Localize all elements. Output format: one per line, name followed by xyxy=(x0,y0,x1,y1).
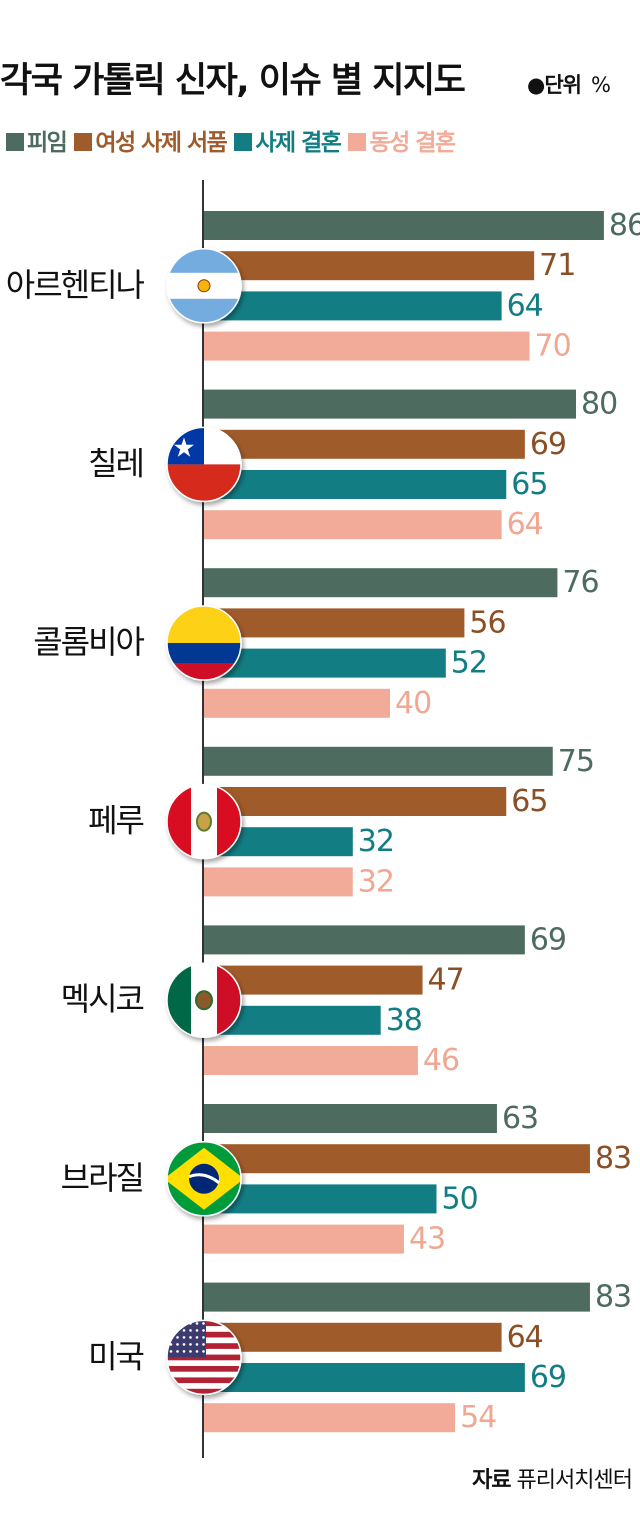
source-note: 자료 퓨리서치센터 xyxy=(472,1462,633,1494)
data-label: 38 xyxy=(386,1003,422,1038)
category-label: 칠레 xyxy=(88,444,143,482)
legend-label: 사제 결혼 xyxy=(255,130,342,156)
bar xyxy=(204,291,502,321)
data-label: 32 xyxy=(358,824,394,859)
bar xyxy=(204,648,446,678)
legend-item-contraception: 피임 xyxy=(6,123,68,157)
data-label: 80 xyxy=(581,387,617,422)
data-label: 69 xyxy=(530,922,566,957)
bar xyxy=(204,925,525,955)
data-label: 70 xyxy=(535,329,571,364)
legend-label: 여성 사제 서품 xyxy=(95,130,227,156)
data-label: 75 xyxy=(558,744,594,779)
data-label: 64 xyxy=(507,288,543,323)
legend-item-priest-marriage: 사제 결혼 xyxy=(234,123,342,157)
data-label: 40 xyxy=(395,686,431,721)
bar xyxy=(204,429,525,459)
bar xyxy=(204,389,576,419)
bar xyxy=(204,568,558,598)
data-label: 54 xyxy=(460,1400,496,1435)
source-label: 자료 xyxy=(472,1468,511,1493)
unit-text: ●단위 xyxy=(527,73,582,97)
bar xyxy=(204,510,502,540)
bar xyxy=(204,251,535,281)
bar xyxy=(204,1184,437,1214)
bar xyxy=(204,867,353,897)
chart-title: 각국 가톨릭 신자, 이슈 별 지지도 xyxy=(0,61,466,101)
category-label: 미국 xyxy=(88,1337,143,1375)
bar xyxy=(204,1144,590,1174)
legend-label: 피임 xyxy=(27,130,68,156)
bar xyxy=(204,965,423,995)
legend-swatch xyxy=(348,133,367,151)
data-label: 83 xyxy=(595,1141,631,1176)
data-label: 71 xyxy=(539,248,575,283)
data-label: 56 xyxy=(469,605,505,640)
data-label: 65 xyxy=(511,784,547,819)
bar xyxy=(204,746,553,776)
bar xyxy=(204,1046,418,1075)
data-label: 83 xyxy=(595,1280,631,1315)
data-label: 52 xyxy=(451,646,487,681)
category-label: 페루 xyxy=(88,802,143,840)
bar xyxy=(204,470,507,499)
bar xyxy=(204,1224,404,1254)
data-label: 69 xyxy=(530,427,566,462)
unit-symbol: % xyxy=(590,73,611,97)
unit-label: ●단위% xyxy=(527,69,611,99)
data-label: 64 xyxy=(507,507,543,542)
data-label: 47 xyxy=(428,963,464,998)
data-label: 63 xyxy=(502,1101,538,1136)
bar xyxy=(204,1403,456,1433)
legend-swatch xyxy=(74,133,93,151)
category-label: 멕시코 xyxy=(61,980,144,1018)
legend-swatch xyxy=(234,133,253,151)
data-label: 64 xyxy=(507,1320,543,1355)
legend-swatch xyxy=(6,133,24,151)
bar xyxy=(204,787,507,816)
data-label: 50 xyxy=(442,1181,478,1216)
source-name: 퓨리서치센터 xyxy=(516,1468,633,1493)
bar xyxy=(204,608,465,638)
data-label: 46 xyxy=(423,1043,459,1078)
category-label: 아르헨티나 xyxy=(6,266,145,304)
category-label: 브라질 xyxy=(61,1159,143,1197)
legend-item-same-sex-marriage: 동성 결혼 xyxy=(348,123,456,157)
legend: 피임 여성 사제 서품 사제 결혼 동성 결혼 xyxy=(6,123,463,157)
data-label: 65 xyxy=(511,467,547,502)
bar xyxy=(204,688,390,718)
legend-label: 동성 결혼 xyxy=(369,130,456,156)
data-label: 32 xyxy=(358,864,394,899)
bar xyxy=(204,1363,525,1392)
bar xyxy=(204,1322,502,1352)
brazil-flag xyxy=(166,1141,242,1217)
bar xyxy=(204,211,604,240)
legend-item-women-ordination: 여성 사제 서품 xyxy=(74,123,228,157)
data-label: 43 xyxy=(409,1222,445,1257)
bar xyxy=(204,331,530,361)
category-label: 콜롬비아 xyxy=(33,623,144,661)
data-label: 76 xyxy=(562,565,598,600)
bar xyxy=(204,1282,590,1312)
bar xyxy=(204,1104,497,1133)
data-label: 86 xyxy=(609,208,640,243)
data-label: 69 xyxy=(530,1360,566,1395)
